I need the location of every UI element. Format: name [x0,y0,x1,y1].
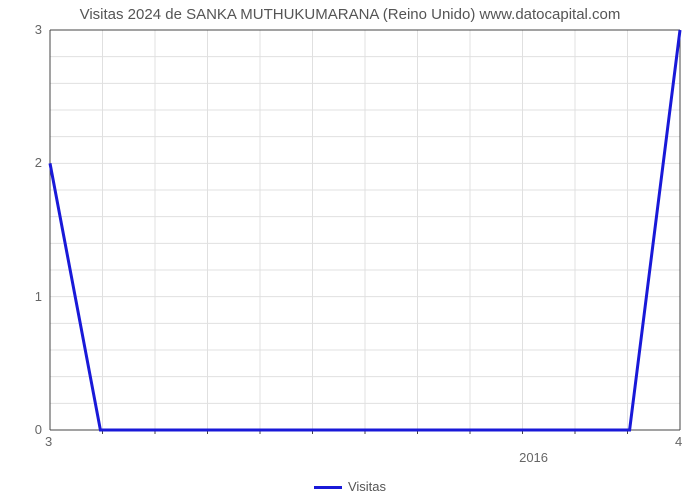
chart-container: Visitas 2024 de SANKA MUTHUKUMARANA (Rei… [0,0,700,500]
x-tick-label: 2016 [519,450,548,465]
x-end-label: 4 [675,434,682,449]
legend-label: Visitas [348,479,386,494]
y-tick-label: 1 [35,289,42,304]
y-tick-label: 0 [35,422,42,437]
x-end-label: 3 [45,434,52,449]
legend: Visitas [0,479,700,494]
legend-swatch [314,486,342,489]
chart-svg [0,0,700,500]
y-tick-label: 2 [35,155,42,170]
y-tick-label: 3 [35,22,42,37]
